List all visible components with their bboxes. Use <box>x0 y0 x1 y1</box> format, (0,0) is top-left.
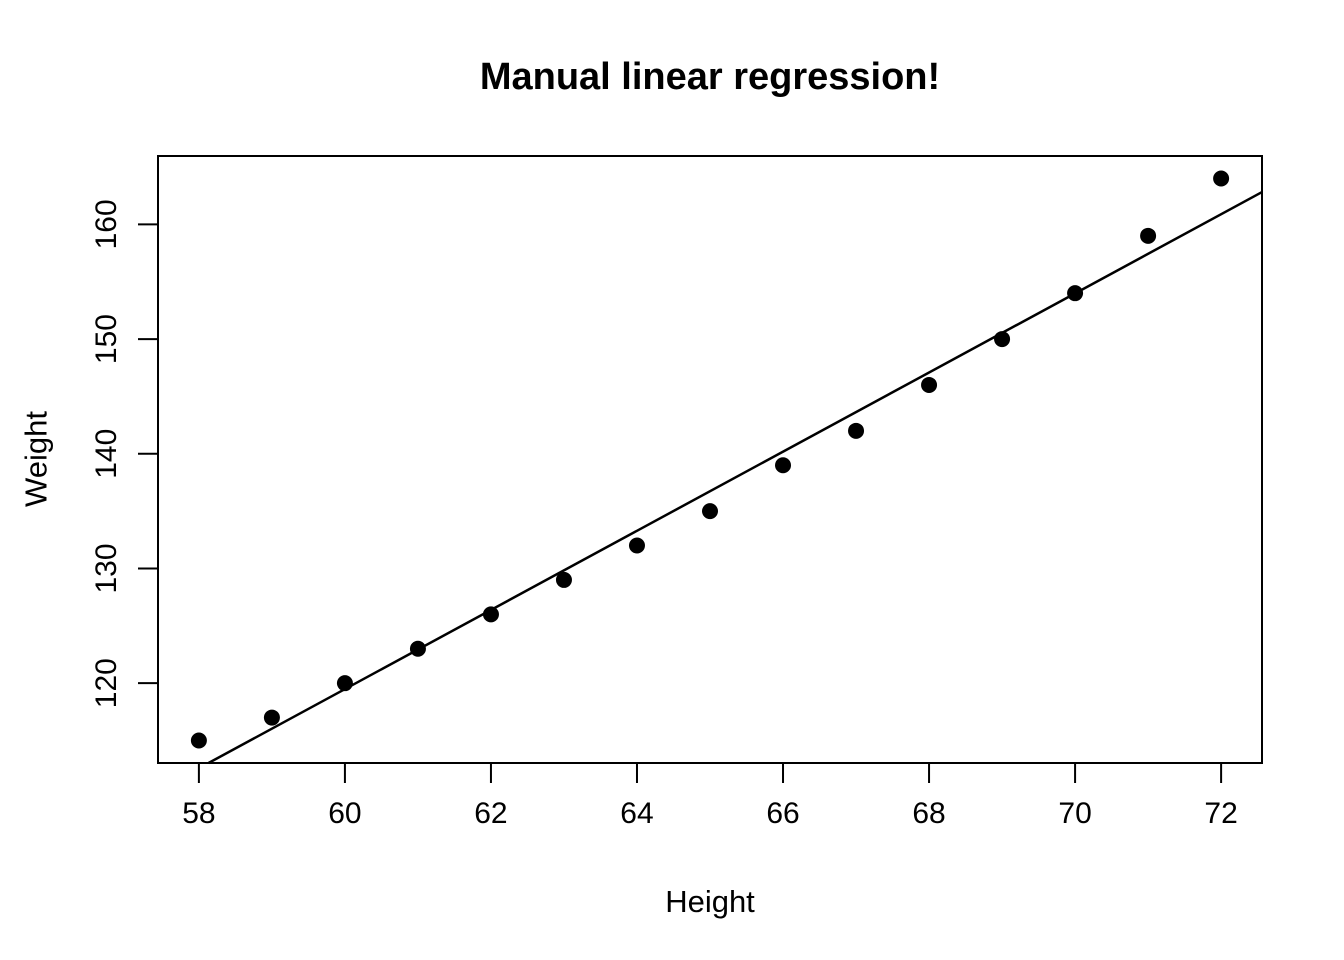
data-point <box>1213 170 1230 187</box>
x-tick-label: 64 <box>620 797 653 830</box>
data-point <box>628 537 645 554</box>
data-point <box>190 732 207 749</box>
x-axis-label: Height <box>665 884 755 919</box>
x-tick-label: 68 <box>912 797 945 830</box>
chart-title: Manual linear regression! <box>479 56 941 98</box>
y-tick-label: 160 <box>90 199 123 249</box>
data-point <box>994 331 1011 348</box>
data-point <box>848 422 865 439</box>
plot-border <box>157 155 1263 764</box>
y-tick-label: 140 <box>90 429 123 479</box>
x-tick-label: 70 <box>1058 797 1091 830</box>
x-tick-label: 66 <box>766 797 799 830</box>
data-point <box>702 503 718 520</box>
y-tick-label: 150 <box>90 314 123 364</box>
data-point <box>1140 227 1157 244</box>
data-point <box>1067 285 1084 302</box>
data-point <box>263 709 280 726</box>
data-point <box>775 457 792 474</box>
data-point <box>555 571 572 588</box>
y-axis-label: Weight <box>18 411 54 507</box>
y-tick-label: 130 <box>90 543 123 593</box>
x-tick-label: 58 <box>182 797 215 830</box>
x-tick-label: 72 <box>1204 797 1237 830</box>
regression-line <box>207 190 1263 765</box>
x-tick-label: 60 <box>328 797 361 830</box>
data-point <box>336 675 353 692</box>
data-point <box>921 376 938 393</box>
data-point <box>482 606 499 623</box>
data-point <box>409 640 426 657</box>
y-tick-label: 120 <box>90 658 123 708</box>
x-tick-label: 62 <box>474 797 507 830</box>
